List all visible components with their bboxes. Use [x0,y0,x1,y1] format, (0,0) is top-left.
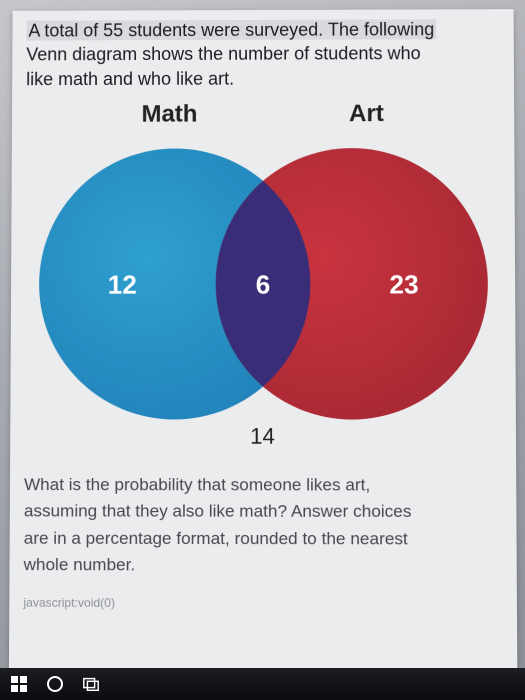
intro-line-3: like math and who like art. [26,68,234,88]
venn-value-right: 23 [389,269,418,299]
venn-label-left: Math [141,101,197,129]
taskbar [0,668,525,700]
intro-text: A total of 55 students were surveyed. Th… [26,17,500,91]
question-text: What is the probability that someone lik… [24,472,503,580]
venn-value-intersection: 6 [255,269,270,299]
cortana-icon[interactable] [46,675,64,693]
venn-label-right: Art [349,100,384,128]
venn-diagram: Math Art [24,96,502,450]
venn-labels-row: Math Art [26,96,500,129]
question-line-3: are in a percentage format, rounded to t… [24,528,408,548]
status-hint: javascript:void(0) [23,596,502,611]
content-page: A total of 55 students were surveyed. Th… [9,9,517,670]
question-line-4: whole number. [24,555,136,574]
venn-svg: 12 6 23 [26,128,500,430]
intro-line-2: Venn diagram shows the number of student… [26,44,420,65]
question-line-1: What is the probability that someone lik… [24,475,370,495]
intro-line-1: A total of 55 students were surveyed. Th… [26,19,436,40]
taskview-icon[interactable] [82,675,100,693]
photographed-screen: A total of 55 students were surveyed. Th… [0,0,525,700]
venn-value-outside: 14 [24,423,502,450]
question-line-2: assuming that they also like math? Answe… [24,501,412,521]
start-icon[interactable] [10,675,28,693]
venn-value-left: 12 [107,269,136,299]
